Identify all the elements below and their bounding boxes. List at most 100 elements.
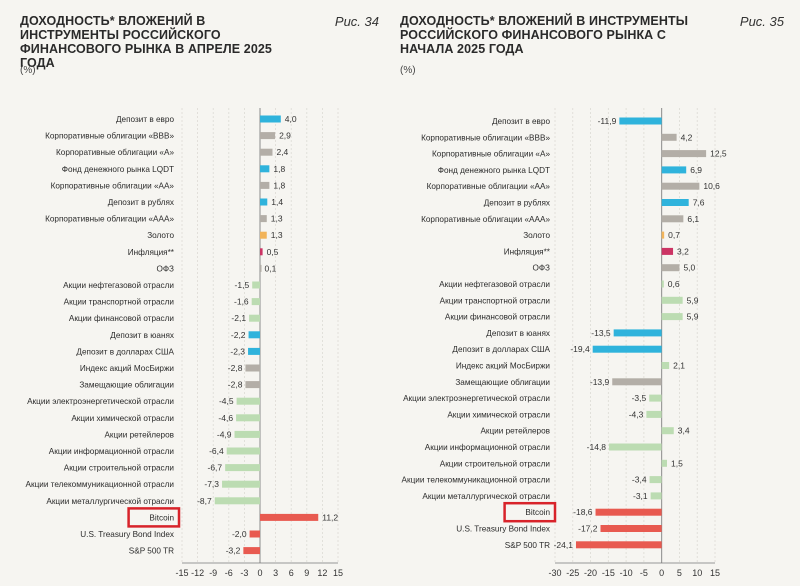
bar [612,378,662,386]
data-label: 4,2 [681,132,693,142]
bar [222,480,260,488]
bar [260,198,268,206]
data-label: -4,5 [219,396,234,406]
category-label: Инфляция** [504,247,551,256]
bar [650,492,662,500]
bar [245,364,260,372]
category-label: Акции нефтегазовой отрасли [63,281,174,290]
highlight-box [503,501,557,523]
bar [661,166,687,174]
category-label: Акции телекоммуникационной отрасли [26,480,174,489]
chart-title: ДОХОДНОСТЬ* ВЛОЖЕНИЙ В ИНСТРУМЕНТЫ РОССИ… [20,14,272,70]
bar [661,296,683,304]
bar [575,541,662,549]
bar [260,513,319,521]
data-label: -2,3 [230,346,245,356]
category-label: ОФЗ [156,264,174,273]
x-tick-label: -20 [584,568,597,578]
data-label: 5,0 [683,263,695,273]
x-tick-label: -3 [240,568,248,578]
data-label: -4,9 [217,429,232,439]
bar [609,443,662,451]
x-tick-label: 6 [289,568,294,578]
data-label: -7,3 [204,479,219,489]
category-label: Депозит в евро [492,117,550,126]
bar [661,264,680,272]
bar [600,525,662,532]
category-label: Акции финансовой отрасли [69,314,174,323]
data-label: -6,4 [209,446,224,456]
category-label: Индекс акций МосБиржи [456,362,550,371]
category-label: Замещающие облигации [455,378,550,387]
category-label: Замещающие облигации [79,381,174,390]
bar [245,381,260,389]
category-label: Корпоративные облигации «AAA» [421,215,550,224]
category-label: Акции информационной отрасли [49,447,174,456]
category-label: Корпоративные облигации «А» [432,150,550,159]
bar [249,314,260,322]
figure-label: Рис. 35 [739,14,784,29]
bar [236,397,260,405]
bar [260,248,263,256]
bar [260,264,262,272]
data-label: -2,0 [232,529,247,539]
data-label: -14,8 [587,442,607,452]
category-label: Акции строительной отрасли [440,459,550,468]
category-label: Bitcoin [525,508,550,517]
bar [661,247,674,255]
x-tick-label: 15 [333,568,343,578]
data-label: -4,6 [218,413,233,423]
category-label: Корпоративные облигации «BBB» [421,133,550,142]
figure-label: Рис. 34 [334,14,379,29]
data-label: -3,1 [633,491,648,501]
category-label: Депозит в рублях [484,199,550,208]
bar [661,280,664,288]
category-label: Акции транспортной отрасли [64,298,174,307]
bar [236,414,260,422]
x-tick-label: -9 [209,568,217,578]
x-tick-label: 5 [677,568,682,578]
x-tick-label: 0 [659,568,664,578]
data-label: -17,2 [578,524,598,534]
data-label: 5,9 [687,295,699,305]
data-label: 7,6 [693,198,705,208]
category-label: Золото [147,231,174,240]
x-tick-label: 3 [273,568,278,578]
data-label: 11,2 [322,512,338,522]
chart-panel-right: ДОХОДНОСТЬ* ВЛОЖЕНИЙ В ИНСТРУМЕНТЫ РОССИ… [395,0,800,586]
bar [225,464,260,472]
data-label: -24,1 [554,540,574,550]
bar [260,215,267,223]
bar [595,508,662,516]
data-label: -6,7 [208,463,223,473]
bar [248,331,260,339]
data-label: 0,6 [668,279,680,289]
category-label: Акции металлургической отрасли [46,497,174,506]
bar [646,410,662,418]
bar [661,182,700,190]
bar [249,530,260,538]
chart-title: ДОХОДНОСТЬ* ВЛОЖЕНИЙ В ИНСТРУМЕНТЫ РОССИ… [400,14,689,56]
data-label: 2,1 [673,361,685,371]
data-label: 1,3 [271,214,283,224]
category-label: Депозит в евро [116,115,174,124]
category-label: U.S. Treasury Bond Index [456,525,550,534]
data-label: 4,0 [285,114,297,124]
bar [260,231,267,239]
category-label: Акции нефтегазовой отрасли [439,280,550,289]
bar [248,347,260,355]
bar [214,497,260,505]
category-label: Акции строительной отрасли [64,464,174,473]
category-label: Депозит в долларах США [76,347,174,356]
category-label: S&P 500 TR [505,541,550,550]
x-tick-label: 12 [317,568,327,578]
data-label: -2,8 [228,363,243,373]
data-label: -19,4 [570,344,590,354]
bar [226,447,260,455]
bar [252,281,260,289]
category-label: Корпоративные облигации «BBB» [45,132,174,141]
data-label: 0,5 [267,247,279,257]
data-label: -11,9 [598,116,617,126]
data-label: 1,4 [271,197,283,207]
category-label: U.S. Treasury Bond Index [80,530,174,539]
